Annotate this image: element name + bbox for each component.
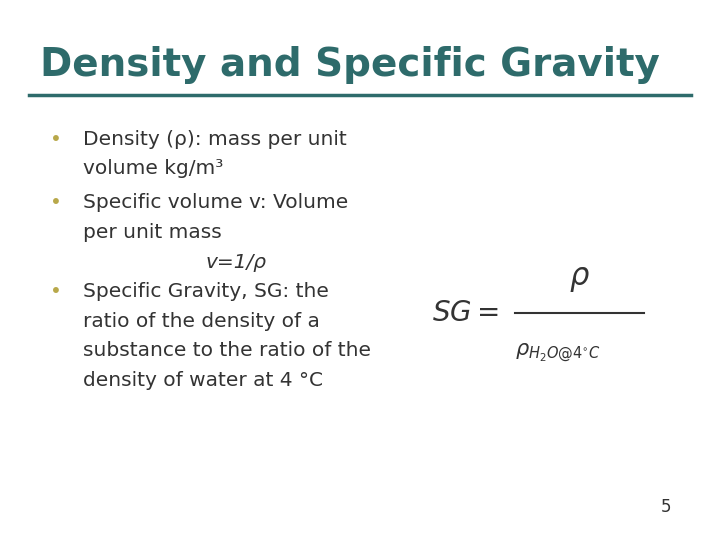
Text: volume kg/m³: volume kg/m³ bbox=[83, 159, 223, 178]
Text: Density (ρ): mass per unit: Density (ρ): mass per unit bbox=[83, 130, 346, 148]
Text: 5: 5 bbox=[661, 498, 671, 516]
Text: per unit mass: per unit mass bbox=[83, 223, 222, 242]
Text: $\rho_{H_2O@4^{\circ}C}$: $\rho_{H_2O@4^{\circ}C}$ bbox=[515, 342, 600, 365]
Text: Specific volume v: Volume: Specific volume v: Volume bbox=[83, 193, 348, 212]
Text: •: • bbox=[50, 282, 62, 301]
Text: v=1/ρ: v=1/ρ bbox=[205, 253, 266, 272]
Text: Density and Specific Gravity: Density and Specific Gravity bbox=[40, 46, 660, 84]
Text: Specific Gravity, SG: the: Specific Gravity, SG: the bbox=[83, 282, 328, 301]
Text: •: • bbox=[50, 193, 62, 212]
Text: •: • bbox=[50, 130, 62, 148]
Text: ratio of the density of a: ratio of the density of a bbox=[83, 312, 320, 330]
Text: $\rho$: $\rho$ bbox=[569, 265, 590, 294]
Text: substance to the ratio of the: substance to the ratio of the bbox=[83, 341, 371, 360]
Text: density of water at 4 °C: density of water at 4 °C bbox=[83, 371, 323, 390]
Text: $SG =$: $SG =$ bbox=[432, 299, 499, 327]
